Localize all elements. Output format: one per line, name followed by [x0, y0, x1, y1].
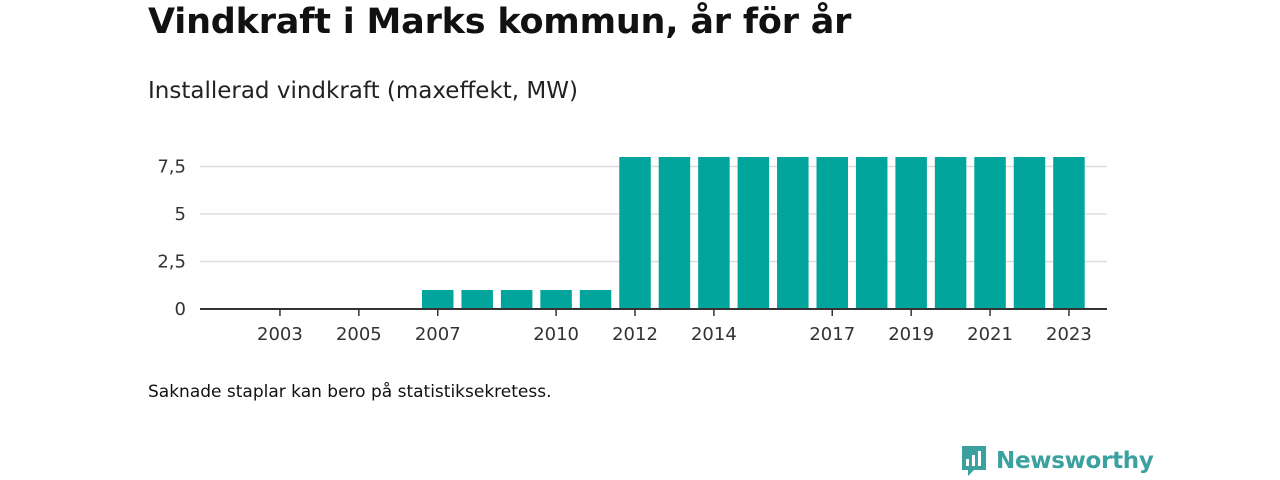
- bar: [461, 290, 493, 309]
- bar: [816, 157, 848, 309]
- brand-name: Newsworthy: [996, 448, 1154, 474]
- x-tick-label: 2014: [691, 324, 737, 345]
- bar: [579, 290, 612, 309]
- newsworthy-logo-icon: [962, 446, 986, 476]
- bar: [974, 157, 1006, 309]
- bar: [895, 157, 927, 309]
- x-tick-label: 2023: [1046, 324, 1092, 345]
- bar-chart: 0 2,5 5 7,5 2003 2005 2007 2010 2012 2014 2017 201…: [157, 157, 1107, 345]
- x-tick-label: 2003: [257, 324, 303, 345]
- y-axis-ticks: 0 2,5 5 7,5: [157, 157, 186, 321]
- bar: [698, 157, 730, 309]
- bar: [658, 157, 691, 309]
- x-tick-label: 2005: [336, 324, 382, 345]
- bar: [934, 157, 967, 309]
- y-tick-label: 0: [175, 299, 186, 320]
- bar: [1013, 157, 1046, 309]
- bar: [619, 157, 651, 309]
- brand-logo: Newsworthy: [960, 444, 1154, 478]
- x-tick-label: 2019: [888, 324, 934, 345]
- bars: [422, 157, 1085, 309]
- bar: [777, 157, 809, 309]
- x-tick-label: 2010: [533, 324, 579, 345]
- bar: [855, 157, 888, 309]
- bar: [540, 290, 572, 309]
- chart-title: Vindkraft i Marks kommun, år för år: [148, 2, 852, 42]
- bar: [422, 290, 454, 309]
- bar: [500, 290, 533, 309]
- x-axis-ticks: 2003 2005 2007 2010 2012 2014 2017 2019 2021 2023: [257, 309, 1092, 345]
- x-tick-label: 2012: [612, 324, 658, 345]
- footnote: Saknade staplar kan bero på statistiksek…: [148, 382, 552, 402]
- x-tick-label: 2021: [967, 324, 1013, 345]
- bar: [737, 157, 770, 309]
- chart-subtitle: Installerad vindkraft (maxeffekt, MW): [148, 78, 578, 104]
- bar: [1053, 157, 1085, 309]
- y-tick-label: 7,5: [157, 157, 186, 178]
- x-tick-label: 2017: [809, 324, 855, 345]
- y-tick-label: 2,5: [157, 252, 186, 273]
- x-tick-label: 2007: [415, 324, 461, 345]
- y-tick-label: 5: [175, 204, 186, 225]
- gridlines: [200, 165, 1107, 263]
